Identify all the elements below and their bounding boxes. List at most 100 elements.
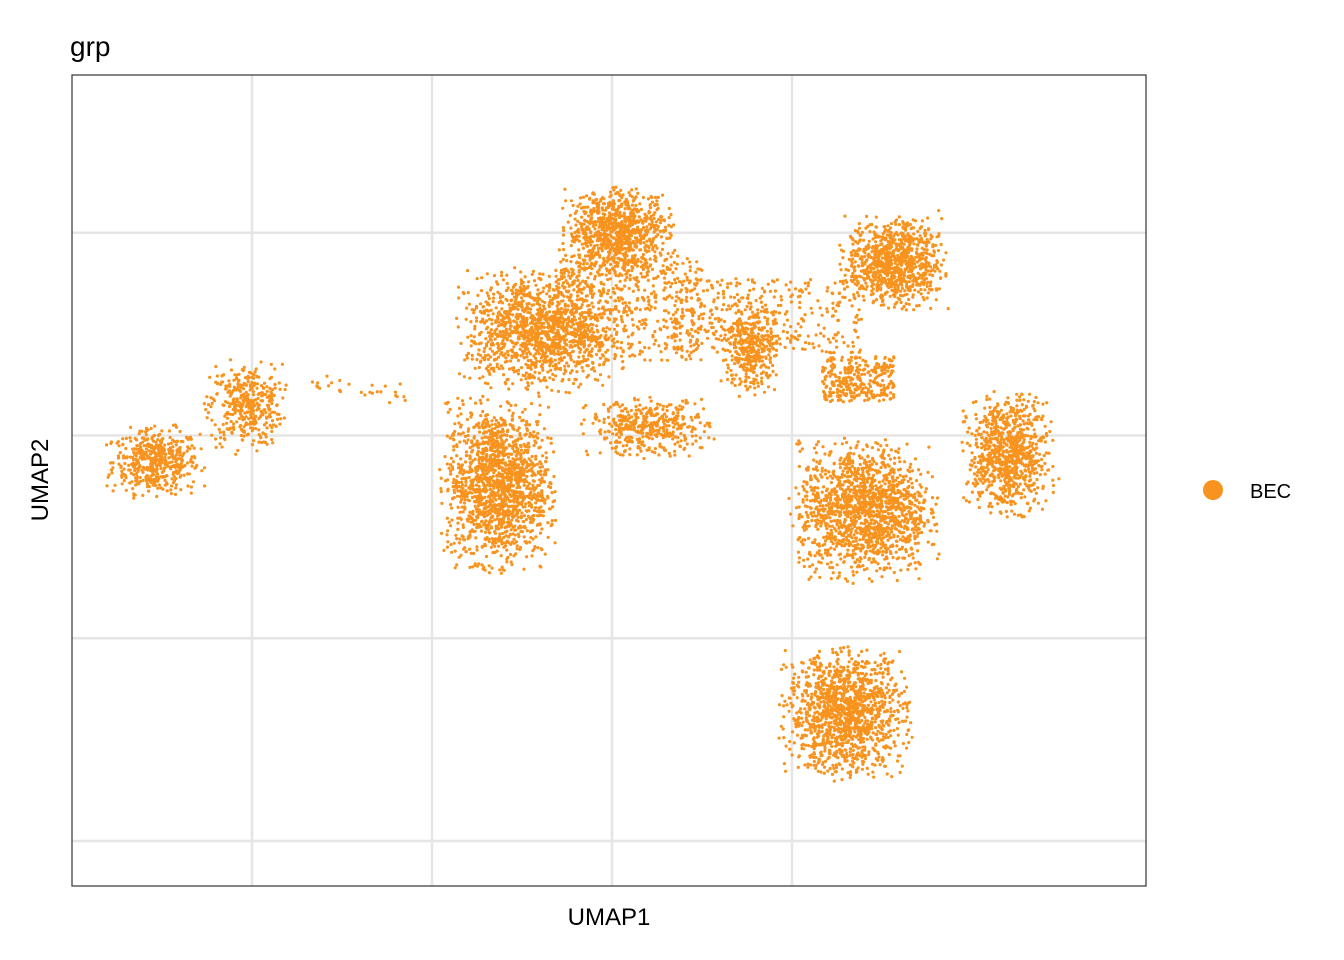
data-point [477, 523, 482, 527]
data-point [522, 330, 527, 334]
data-point [633, 244, 637, 248]
data-point [236, 382, 240, 386]
data-point [540, 299, 545, 303]
data-point [388, 401, 392, 405]
data-point [538, 465, 542, 469]
data-point [532, 430, 536, 434]
data-point [507, 478, 511, 482]
data-point [617, 204, 621, 208]
data-point [662, 219, 667, 223]
data-point [516, 337, 521, 341]
data-point [551, 288, 555, 292]
data-point [492, 459, 496, 463]
data-point [485, 523, 490, 528]
data-point [522, 535, 526, 539]
data-point [498, 483, 502, 487]
data-point [641, 427, 645, 431]
data-point [594, 412, 598, 416]
data-point [247, 370, 252, 374]
data-point [499, 512, 503, 516]
data-point [580, 303, 584, 307]
data-point [510, 313, 515, 317]
data-point [154, 475, 159, 479]
data-point [138, 479, 143, 483]
data-point [591, 221, 596, 225]
data-point [498, 568, 502, 572]
data-point [527, 373, 531, 377]
data-point [525, 449, 529, 453]
data-point [505, 488, 509, 492]
data-point [537, 377, 541, 381]
data-point [514, 288, 518, 292]
data-point [606, 241, 610, 245]
data-point [530, 363, 534, 367]
data-point [532, 479, 536, 483]
data-point [485, 417, 489, 421]
data-point [646, 411, 650, 415]
data-point [605, 233, 609, 237]
data-point [504, 438, 509, 442]
data-point [532, 508, 537, 512]
data-point [270, 437, 274, 442]
data-point [481, 544, 485, 549]
data-point [256, 396, 260, 400]
data-point [504, 297, 508, 301]
data-point [642, 225, 646, 230]
data-point [502, 484, 506, 488]
data-point [271, 388, 275, 392]
data-point [581, 354, 585, 358]
data-point [219, 382, 223, 387]
data-point [531, 537, 535, 541]
data-point [151, 463, 155, 467]
data-point [135, 479, 139, 483]
data-point [475, 357, 479, 362]
data-point [383, 384, 387, 388]
data-point [271, 441, 275, 445]
data-point [488, 331, 492, 335]
data-point [617, 435, 622, 439]
data-point [591, 361, 595, 365]
data-point [141, 457, 145, 461]
data-point [553, 374, 558, 378]
data-point [584, 238, 588, 242]
data-point [509, 452, 514, 456]
data-point [526, 284, 530, 288]
data-point [146, 466, 150, 471]
data-point [532, 547, 536, 551]
data-point [550, 491, 554, 495]
data-point [175, 451, 179, 455]
data-point [479, 529, 483, 533]
data-point [529, 402, 534, 406]
data-point [269, 362, 273, 366]
data-point [519, 378, 523, 382]
data-point [595, 205, 599, 209]
data-point [499, 417, 503, 421]
data-point [517, 463, 521, 467]
data-point [669, 225, 673, 229]
data-point [513, 302, 517, 306]
data-point [264, 410, 268, 415]
data-point [611, 419, 616, 423]
data-point [509, 463, 513, 467]
data-point [270, 410, 274, 414]
data-point [223, 414, 227, 418]
data-point [530, 343, 534, 347]
data-point [529, 326, 533, 330]
data-point [464, 480, 468, 484]
data-point [498, 473, 502, 477]
data-point [564, 338, 569, 342]
data-point [616, 296, 620, 300]
data-point [641, 195, 646, 200]
data-point [242, 365, 246, 369]
data-point [140, 440, 144, 444]
data-point [667, 206, 671, 211]
data-point [633, 214, 637, 218]
data-point [490, 462, 494, 466]
data-point [456, 396, 460, 400]
data-point [185, 461, 189, 465]
data-point [159, 449, 163, 453]
data-point [522, 514, 527, 518]
data-point [510, 417, 515, 421]
data-point [511, 446, 515, 450]
data-point [482, 523, 486, 527]
